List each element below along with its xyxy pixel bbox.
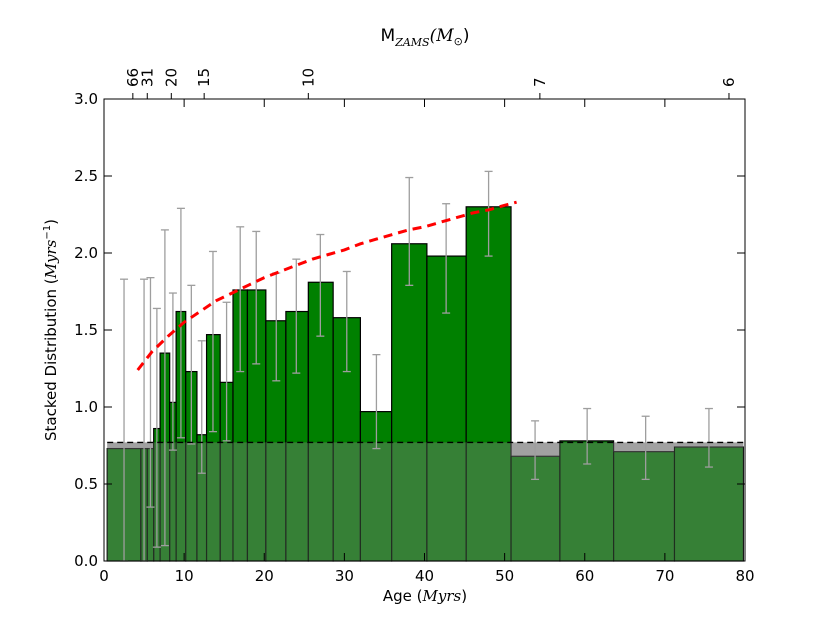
x-tick-label-8: 80: [735, 567, 754, 585]
top-tick-label-3: 15: [195, 68, 213, 87]
baseline-overlay: [107, 442, 744, 561]
x-tick-label-1: 10: [175, 567, 194, 585]
y-axis-label-text: Stacked Distribution (: [42, 278, 60, 441]
top-tick-label-1: 31: [138, 68, 156, 87]
top-axis-label-main: M: [381, 26, 396, 46]
green-bar-17: [465, 206, 512, 562]
y-tick-label-0: 0.0: [74, 552, 98, 570]
baseline-bar-5: [612, 451, 676, 562]
reference-lines-layer: [107, 200, 744, 444]
top-tick-label-6: 6: [720, 77, 738, 87]
y-tick-label-2: 1.0: [74, 398, 98, 416]
x-axis-label-close: ): [461, 587, 467, 605]
y-tick-label-3: 1.5: [74, 321, 98, 339]
x-axis-label-math: Myrs: [422, 587, 462, 605]
top-tick-label-4: 10: [299, 68, 317, 87]
y-tick-label-1: 0.5: [74, 475, 98, 493]
x-axis-label: Age (Myrs): [383, 587, 467, 605]
x-tick-label-5: 50: [495, 567, 514, 585]
x-tick-label-6: 60: [575, 567, 594, 585]
y-axis-label-math: Myrs: [42, 239, 60, 279]
top-axis-label-sub: ZAMS: [394, 36, 430, 49]
top-axis-label-paren: (M: [430, 26, 455, 46]
y-axis-label: Stacked Distribution (Myrs−1): [42, 219, 60, 441]
x-tick-label-4: 40: [415, 567, 434, 585]
x-tick-label-7: 70: [655, 567, 674, 585]
top-axis-label-close: ): [463, 26, 470, 46]
x-tick-label-0: 0: [99, 567, 109, 585]
y-tick-label-4: 2.0: [74, 244, 98, 262]
top-axis-label-sun: ⊙: [454, 35, 463, 48]
error-bars-layer: [120, 170, 713, 562]
top-axis-label: MZAMS(M⊙): [381, 26, 470, 49]
x-tick-label-3: 30: [335, 567, 354, 585]
top-tick-label-5: 7: [531, 77, 549, 87]
ticks-layer: 0 10 20 30 40 50 60 70 800.00.51.01.52.02.53.066…: [74, 68, 754, 585]
top-tick-label-2: 20: [162, 68, 180, 87]
x-axis-label-text: Age (: [383, 587, 423, 605]
y-tick-label-6: 3.0: [74, 90, 98, 108]
y-tick-label-5: 2.5: [74, 167, 98, 185]
fit-curve: [136, 200, 517, 371]
y-axis-label-close: ): [42, 219, 60, 225]
x-tick-label-2: 20: [255, 567, 274, 585]
y-axis-label-exp: −1: [42, 225, 53, 240]
top-tick-label-0: 66: [124, 68, 142, 87]
